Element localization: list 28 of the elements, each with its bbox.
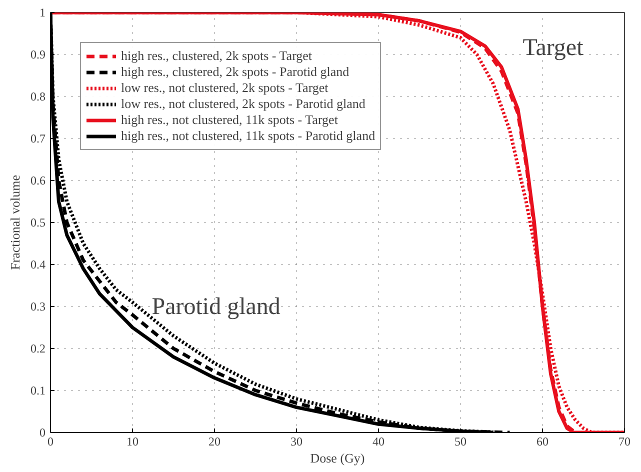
- x-tick-label: 10: [126, 434, 138, 448]
- y-tick-label: 0.8: [30, 90, 46, 104]
- y-tick-label: 0.3: [30, 300, 46, 314]
- y-tick-label: 0.1: [30, 384, 46, 398]
- annotation: Parotid gland: [152, 294, 280, 320]
- legend-label: low res., not clustered, 2k spots - Target: [121, 80, 328, 96]
- x-tick-label: 70: [618, 434, 630, 448]
- y-tick-label: 0.2: [30, 342, 46, 356]
- legend-label: high res., not clustered, 11k spots - Target: [121, 112, 338, 128]
- y-tick-label: 0: [40, 426, 46, 440]
- y-tick-label: 0.7: [30, 132, 46, 146]
- y-tick-label: 1: [40, 6, 46, 20]
- legend-label: high res., clustered, 2k spots - Target: [121, 48, 312, 64]
- y-axis-title: Fractional volume: [8, 174, 22, 270]
- x-axis-title: Dose (Gy): [310, 450, 365, 466]
- legend-label: high res., clustered, 2k spots - Parotid gland: [121, 64, 350, 80]
- x-tick-label: 50: [454, 434, 466, 448]
- x-tick-label: 20: [208, 434, 220, 448]
- legend-label: low res., not clustered, 2k spots - Parotid gland: [121, 96, 366, 112]
- x-tick-label: 60: [536, 434, 548, 448]
- y-tick-label: 0.4: [30, 258, 46, 272]
- y-tick-label: 0.6: [30, 174, 46, 188]
- x-tick-label: 40: [372, 434, 384, 448]
- y-tick-label: 0.9: [30, 48, 46, 62]
- legend-label: high res., not clustered, 11k spots - Parotid gland: [121, 128, 376, 144]
- annotation: Target: [522, 34, 584, 61]
- x-tick-label: 30: [290, 434, 302, 448]
- y-tick-label: 0.5: [30, 216, 46, 230]
